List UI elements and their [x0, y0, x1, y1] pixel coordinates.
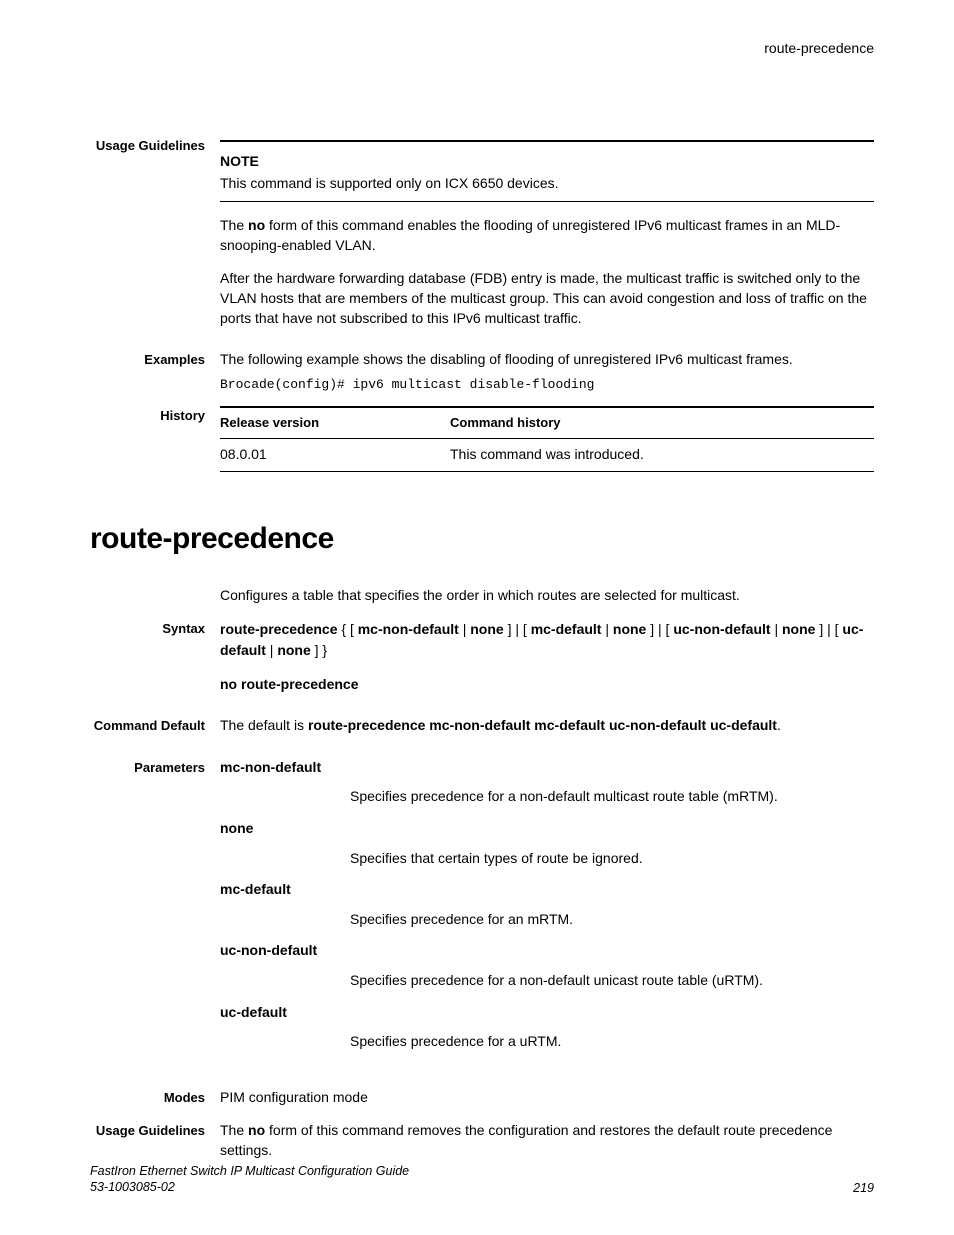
cmddef-c: .	[777, 717, 781, 733]
footer-page-number: 219	[853, 1181, 874, 1195]
syntax-co1: ] | [	[504, 621, 531, 637]
ug2-b: no	[248, 1122, 265, 1138]
param-mc-non-default: mc-non-default	[220, 758, 874, 778]
usage-guidelines-content: NOTE This command is supported only on I…	[220, 136, 874, 342]
syntax-a: { [	[337, 621, 357, 637]
param-uc-non-default: uc-non-default	[220, 941, 874, 961]
note-rule-bottom	[220, 201, 874, 202]
section-desc: Configures a table that specifies the or…	[220, 586, 874, 606]
syntax-row: Syntax route-precedence { [ mc-non-defau…	[90, 619, 874, 708]
modes-label: Modes	[90, 1088, 220, 1114]
param-mc-non-default-desc: Specifies precedence for a non-default m…	[350, 787, 874, 807]
params-content: mc-non-default Specifies precedence for …	[220, 758, 874, 1060]
ug-para-2: After the hardware forwarding database (…	[220, 269, 874, 328]
footer-guide-title: FastIron Ethernet Switch IP Multicast Co…	[90, 1163, 409, 1179]
history-header-release: Release version	[220, 414, 450, 432]
ug2-a: The	[220, 1122, 248, 1138]
history-data-row: 08.0.01 This command was introduced.	[220, 439, 874, 471]
section-title: route-precedence	[90, 522, 874, 556]
syntax-k2: mc-default	[531, 621, 602, 637]
syntax-none1: none	[470, 621, 503, 637]
spacer	[90, 1068, 874, 1088]
param-uc-default: uc-default	[220, 1003, 874, 1023]
param-mc-default-desc: Specifies precedence for an mRTM.	[350, 910, 874, 930]
examples-code: Brocade(config)# ipv6 multicast disable-…	[220, 376, 874, 394]
note-label: NOTE	[220, 152, 874, 172]
footer-doc-number: 53-1003085-02	[90, 1179, 409, 1195]
history-cmd-value: This command was introduced.	[450, 445, 874, 465]
history-header-cmd: Command history	[450, 414, 874, 432]
syntax-k1: mc-non-default	[358, 621, 459, 637]
history-release-value: 08.0.01	[220, 445, 450, 465]
params-label: Parameters	[90, 758, 220, 1060]
page-footer: FastIron Ethernet Switch IP Multicast Co…	[90, 1163, 874, 1196]
param-uc-non-default-desc: Specifies precedence for a non-default u…	[350, 971, 874, 991]
syntax-none3: none	[782, 621, 815, 637]
section-desc-block: Configures a table that specifies the or…	[220, 586, 874, 606]
history-content: Release version Command history 08.0.01 …	[220, 406, 874, 472]
history-header-row: Release version Command history	[220, 408, 874, 438]
cmddef-content: The default is route-precedence mc-non-d…	[220, 716, 874, 750]
cmddef-label: Command Default	[90, 716, 220, 750]
examples-row: Examples The following example shows the…	[90, 350, 874, 398]
syntax-cmd: route-precedence	[220, 621, 337, 637]
history-label: History	[90, 406, 220, 472]
modes-content: PIM configuration mode	[220, 1088, 874, 1114]
ug-p1-a: The	[220, 217, 248, 233]
syntax-bar4: |	[266, 642, 277, 658]
examples-label: Examples	[90, 350, 220, 398]
params-row: Parameters mc-non-default Specifies prec…	[90, 758, 874, 1060]
history-rule-bottom	[220, 471, 874, 472]
syntax-k3: uc-non-default	[673, 621, 770, 637]
syntax-none2: none	[613, 621, 646, 637]
syntax-bar2: |	[601, 621, 612, 637]
syntax-bar1: |	[459, 621, 470, 637]
examples-content: The following example shows the disablin…	[220, 350, 874, 398]
param-none-desc: Specifies that certain types of route be…	[350, 849, 874, 869]
param-mc-default: mc-default	[220, 880, 874, 900]
cmddef-text: The default is route-precedence mc-non-d…	[220, 716, 874, 736]
note-rule-top	[220, 140, 874, 142]
syntax-co2: ] | [	[646, 621, 673, 637]
history-row: History Release version Command history …	[90, 406, 874, 472]
note-text: This command is supported only on ICX 66…	[220, 174, 874, 194]
param-none: none	[220, 819, 874, 839]
page: route-precedence Usage Guidelines NOTE T…	[0, 0, 954, 1175]
footer-left: FastIron Ethernet Switch IP Multicast Co…	[90, 1163, 409, 1196]
ug2-text: The no form of this command removes the …	[220, 1121, 874, 1160]
cmddef-a: The default is	[220, 717, 308, 733]
syntax-line: route-precedence { [ mc-non-default | no…	[220, 619, 874, 660]
cmddef-row: Command Default The default is route-pre…	[90, 716, 874, 750]
modes-text: PIM configuration mode	[220, 1088, 874, 1108]
usage-guidelines-label: Usage Guidelines	[90, 136, 220, 342]
ug-para-1: The no form of this command enables the …	[220, 216, 874, 255]
syntax-no-form: no route-precedence	[220, 674, 874, 694]
ug-p1-b: no	[248, 217, 265, 233]
examples-text: The following example shows the disablin…	[220, 350, 874, 370]
modes-row: Modes PIM configuration mode	[90, 1088, 874, 1114]
page-header-topic: route-precedence	[90, 40, 874, 56]
syntax-content: route-precedence { [ mc-non-default | no…	[220, 619, 874, 708]
syntax-none4: none	[277, 642, 310, 658]
syntax-label: Syntax	[90, 619, 220, 708]
history-table: Release version Command history 08.0.01 …	[220, 406, 874, 472]
syntax-co3: ] | [	[815, 621, 842, 637]
ug2-c: form of this command removes the configu…	[220, 1122, 832, 1158]
syntax-bar3: |	[771, 621, 782, 637]
usage-guidelines-row: Usage Guidelines NOTE This command is su…	[90, 136, 874, 342]
param-uc-default-desc: Specifies precedence for a uRTM.	[350, 1032, 874, 1052]
cmddef-b: route-precedence mc-non-default mc-defau…	[308, 717, 777, 733]
syntax-end: ] }	[311, 642, 327, 658]
ug-p1-c: form of this command enables the floodin…	[220, 217, 840, 253]
